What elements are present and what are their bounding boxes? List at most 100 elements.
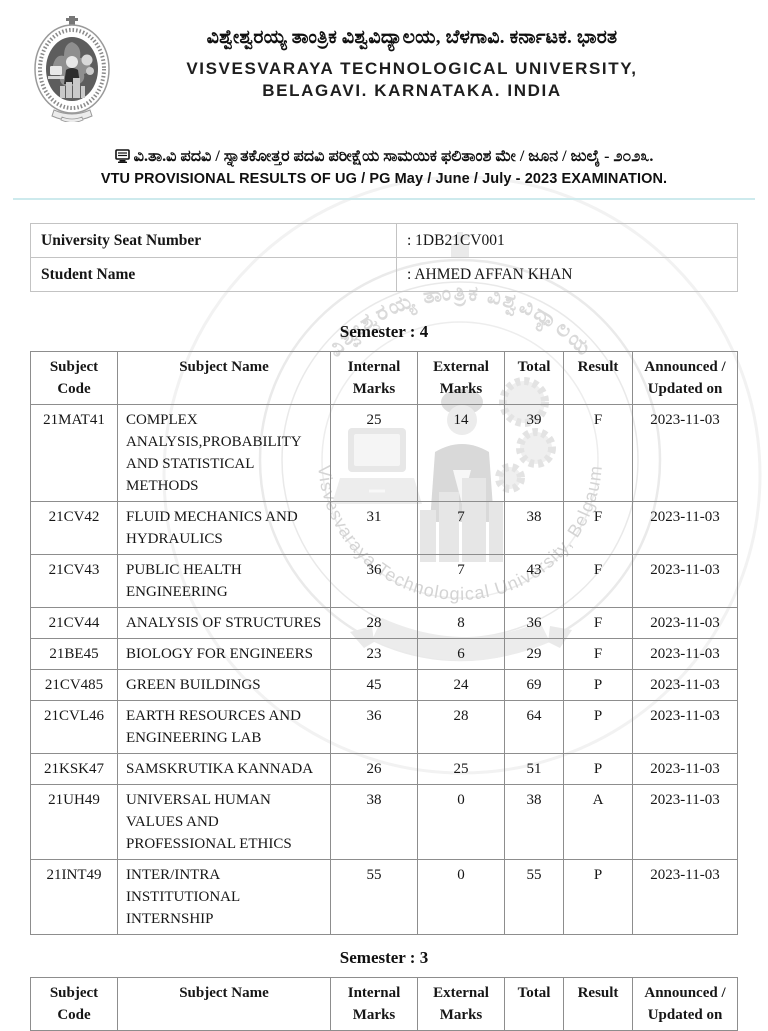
column-header-name: Subject Name [117, 977, 331, 1031]
cell-internal: 28 [330, 607, 418, 639]
column-header-internal: Internal Marks [330, 351, 418, 405]
cell-announced: 2023-11-03 [632, 501, 738, 555]
exam-notice-english: VTU PROVISIONAL RESULTS OF UG / PG May /… [100, 171, 668, 187]
cell-internal: 25 [330, 404, 418, 502]
cell-result: P [563, 700, 633, 754]
university-name-english: VISVESVARAYA TECHNOLOGICAL UNIVERSITY, B… [112, 58, 712, 103]
cell-result: F [563, 638, 633, 670]
cell-code: 21CV42 [30, 501, 118, 555]
logo-text-ring [38, 28, 106, 110]
cell-external: 0 [417, 784, 505, 860]
usn-row: University Seat Number : 1DB21CV001 [30, 223, 738, 258]
column-header-code: Subject Code [30, 351, 118, 405]
exam-notice-kannada-line: ವಿ.ತಾ.ವಿ ಪದವಿ / ಸ್ನಾತಕೋತ್ತರ ಪದವಿ ಪರೀಕ್ಷೆ… [0, 148, 768, 168]
cell-external: 28 [417, 700, 505, 754]
student-name-label: Student Name [30, 257, 397, 292]
cell-internal: 36 [330, 700, 418, 754]
student-info-table: University Seat Number : 1DB21CV001 Stud… [30, 223, 738, 292]
cell-external: 14 [417, 404, 505, 502]
student-name-value: : AHMED AFFAN KHAN [396, 257, 738, 292]
result-row-21CV44: 21CV44 ANALYSIS OF STRUCTURES 28 8 36 F 2023-1… [30, 607, 738, 639]
cell-total: 36 [504, 607, 564, 639]
result-row-21CV42: 21CV42 FLUID MECHANICS AND HYDRAULICS 31 7 3… [30, 501, 738, 555]
university-name-english-line1: VISVESVARAYA TECHNOLOGICAL UNIVERSITY, [186, 59, 638, 78]
result-row-21CV43: 21CV43 PUBLIC HEALTH ENGINEERING 36 7 43 F 202… [30, 554, 738, 608]
cell-result: P [563, 753, 633, 785]
cell-announced: 2023-11-03 [632, 669, 738, 701]
column-header-name: Subject Name [117, 351, 331, 405]
result-row-21MAT41: 21MAT41 COMPLEX ANALYSIS,PROBABILITY AND … [30, 404, 738, 502]
column-header-result: Result [563, 977, 633, 1031]
cell-result: F [563, 607, 633, 639]
cell-code: 21CV43 [30, 554, 118, 608]
logo-laptop-base [48, 76, 64, 79]
vtu-logo-svg [34, 16, 110, 123]
university-name-english-line2: BELAGAVI. KARNATAKA. INDIA [262, 81, 562, 101]
cell-total: 38 [504, 784, 564, 860]
column-header-code: Subject Code [30, 977, 118, 1031]
cell-name: PUBLIC HEALTH ENGINEERING [117, 554, 331, 608]
cell-result: F [563, 404, 633, 502]
usn-value: : 1DB21CV001 [396, 223, 738, 258]
column-header-external: External Marks [417, 351, 505, 405]
semester-3-results-table: Subject Code Subject Name Internal Marks Ex… [30, 977, 738, 1031]
cell-name: ANALYSIS OF STRUCTURES [117, 607, 331, 639]
column-header-external: External Marks [417, 977, 505, 1031]
cell-announced: 2023-11-03 [632, 700, 738, 754]
vtu-logo [32, 14, 112, 127]
semester-4-title: Semester : 4 [339, 322, 429, 341]
cell-name: BIOLOGY FOR ENGINEERS [117, 638, 331, 670]
column-header-result: Result [563, 351, 633, 405]
column-header-internal: Internal Marks [330, 977, 418, 1031]
result-row-21KSK47: 21KSK47 SAMSKRUTIKA KANNADA 26 25 51 P 2023-11… [30, 753, 738, 785]
column-header-announced: Announced / Updated on [632, 977, 738, 1031]
cell-name: EARTH RESOURCES AND ENGINEERING LAB [117, 700, 331, 754]
result-row-21CV485: 21CV485 GREEN BUILDINGS 45 24 69 P 2023-11-03 [30, 669, 738, 701]
student-name-row: Student Name : AHMED AFFAN KHAN [30, 257, 738, 292]
cell-total: 38 [504, 501, 564, 555]
cell-code: 21CVL46 [30, 700, 118, 754]
university-name-kannada: ವಿಶ್ವೇಶ್ವರಯ್ಯ ತಾಂತ್ರಿಕ ವಿಶ್ವವಿದ್ಯಾಲಯ, ಬೆ… [206, 27, 618, 48]
cell-announced: 2023-11-03 [632, 638, 738, 670]
cell-internal: 36 [330, 554, 418, 608]
cell-name: COMPLEX ANALYSIS,PROBABILITY AND STATIST… [117, 404, 331, 502]
results-header-row: Subject Code Subject Name Internal Marks Ex… [30, 351, 738, 405]
cell-total: 43 [504, 554, 564, 608]
cell-result: P [563, 669, 633, 701]
cell-name: INTER/INTRA INSTITUTIONAL INTERNSHIP [117, 859, 331, 935]
cell-announced: 2023-11-03 [632, 784, 738, 860]
cell-internal: 38 [330, 784, 418, 860]
cell-internal: 45 [330, 669, 418, 701]
cell-external: 7 [417, 554, 505, 608]
cell-announced: 2023-11-03 [632, 607, 738, 639]
divider [13, 198, 755, 200]
cell-name: GREEN BUILDINGS [117, 669, 331, 701]
logo-laptop [50, 66, 62, 75]
cell-announced: 2023-11-03 [632, 859, 738, 935]
cell-code: 21KSK47 [30, 753, 118, 785]
cell-external: 6 [417, 638, 505, 670]
logo-gear-2 [86, 67, 94, 75]
logo-portrait-head [66, 56, 78, 68]
logo-gear-1 [81, 54, 93, 66]
cell-result: F [563, 501, 633, 555]
cell-name: FLUID MECHANICS AND HYDRAULICS [117, 501, 331, 555]
results-header-row: Subject Code Subject Name Internal Marks Ex… [30, 977, 738, 1031]
cell-code: 21MAT41 [30, 404, 118, 502]
cell-total: 64 [504, 700, 564, 754]
cell-code: 21BE45 [30, 638, 118, 670]
column-header-total: Total [504, 977, 564, 1031]
semester-3-title: Semester : 3 [339, 948, 429, 967]
cell-internal: 23 [330, 638, 418, 670]
university-titles: ವಿಶ್ವೇಶ್ವರಯ್ಯ ತಾಂತ್ರಿಕ ವಿಶ್ವವಿದ್ಯಾಲಯ, ಬೆ… [112, 14, 742, 103]
exam-notice: ವಿ.ತಾ.ವಿ ಪದವಿ / ಸ್ನಾತಕೋತ್ತರ ಪದವಿ ಪರೀಕ್ಷೆ… [0, 148, 768, 187]
exam-notice-kannada: ವಿ.ತಾ.ವಿ ಪದವಿ / ಸ್ನಾತಕೋತ್ತರ ಪದವಿ ಪರೀಕ್ಷೆ… [133, 148, 654, 165]
result-row-21CVL46: 21CVL46 EARTH RESOURCES AND ENGINEERING L… [30, 700, 738, 754]
column-header-announced: Announced / Updated on [632, 351, 738, 405]
cell-announced: 2023-11-03 [632, 554, 738, 608]
cell-announced: 2023-11-03 [632, 753, 738, 785]
logo-buildings [60, 78, 85, 98]
cell-code: 21CV485 [30, 669, 118, 701]
monitor-icon [114, 149, 130, 168]
